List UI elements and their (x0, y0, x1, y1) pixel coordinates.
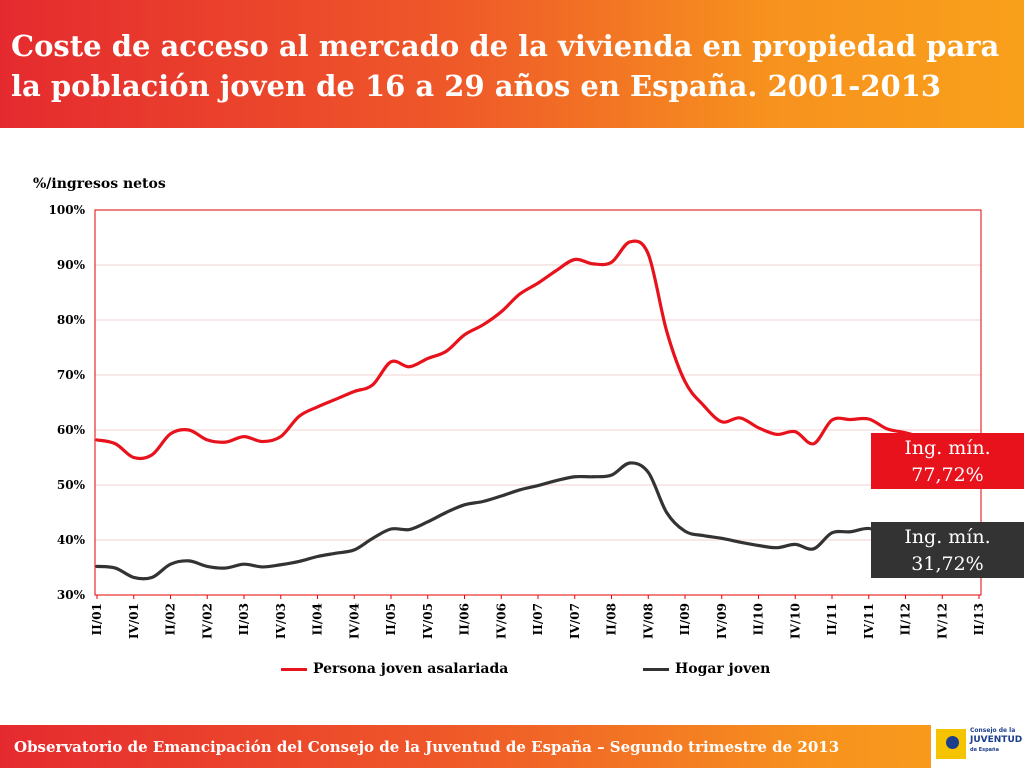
y-tick-labels: 30% 40% 50% 60% 70% 80% 90% 100% (49, 203, 86, 602)
line-chart: 30%40%50%60%70%80%90%100% II/01 IV/01 II/0… (49, 203, 986, 639)
series-line-persona-joven (95, 239, 981, 461)
x-tick-label: II/03 (237, 603, 251, 635)
x-tick-label: II/01 (90, 603, 104, 635)
footer-bar: Observatorio de Emancipación del Consejo… (0, 725, 1024, 768)
logo-line1: Consejo de la (970, 727, 1016, 734)
x-tick-label: II/13 (972, 603, 986, 635)
x-tick-label: II/12 (899, 603, 913, 635)
x-tick-label: IV/04 (347, 603, 361, 639)
x-tick-label: IV/11 (862, 603, 876, 639)
x-tick-label: IV/03 (274, 603, 288, 639)
x-tick-label: IV/01 (127, 603, 141, 639)
plot-area-border (94, 209, 982, 596)
series-lines (95, 239, 981, 581)
x-tick-label: II/10 (752, 603, 766, 635)
callout-persona-line2: 77,72% (911, 464, 984, 486)
y-tick-label: 60% (57, 423, 86, 437)
page-title: Coste de acceso al mercado de la viviend… (11, 29, 1000, 103)
gridlines (95, 264, 981, 541)
callout-persona-line1: Ing. mín. (904, 437, 991, 459)
logo-mark-icon (936, 729, 966, 759)
header-banner: Coste de acceso al mercado de la viviend… (0, 0, 1024, 128)
logo-line2: JUVENTUD (970, 735, 1023, 745)
footer-text: Observatorio de Emancipación del Consejo… (14, 738, 840, 756)
y-tick-label: 40% (57, 533, 86, 547)
x-tick-label: IV/02 (200, 603, 214, 639)
y-tick-label: 80% (57, 313, 86, 327)
y-tick-label: 50% (57, 478, 86, 492)
x-tick-label: II/11 (825, 603, 839, 635)
x-tick-label: II/07 (531, 603, 545, 635)
x-tick-label: II/04 (311, 603, 325, 635)
legend-label-persona: Persona joven asalariada (313, 661, 509, 677)
legend-swatch-persona (281, 667, 307, 671)
cje-logo: Consejo de la JUVENTUD de España (931, 723, 1024, 768)
x-tick-label: IV/12 (935, 603, 949, 639)
x-tick-labels: II/01 IV/01 II/02 IV/02 II/03 IV/03 II/04 IV/04… (90, 595, 986, 639)
legend-swatch-hogar (643, 667, 669, 671)
x-tick-label: IV/06 (494, 603, 508, 639)
x-tick-label: II/09 (678, 603, 692, 635)
x-tick-label: IV/07 (568, 603, 582, 639)
legend-item-hogar: Hogar joven (643, 661, 770, 677)
callout-hogar-line2: 31,72% (911, 553, 984, 575)
logo-line3: de España (970, 747, 999, 753)
x-tick-label: IV/10 (788, 603, 802, 639)
series-line-hogar-joven (95, 461, 981, 581)
callout-hogar-line1: Ing. mín. (904, 526, 991, 548)
x-tick-label: IV/05 (421, 603, 435, 639)
legend-item-persona: Persona joven asalariada (281, 661, 508, 677)
legend-label-hogar: Hogar joven (675, 661, 771, 677)
x-tick-label: IV/08 (641, 603, 655, 639)
x-tick-label: II/02 (164, 603, 178, 635)
y-axis-label: %/ingresos netos (33, 176, 166, 192)
x-tick-label: II/05 (384, 603, 398, 635)
y-tick-label: 100% (49, 203, 86, 217)
x-tick-label: II/08 (605, 603, 619, 635)
x-tick-label: IV/09 (715, 603, 729, 639)
callout-hogar-min-income: Ing. mín. 31,72% (871, 522, 1024, 578)
y-tick-label: 90% (57, 258, 86, 272)
y-tick-label: 70% (57, 368, 86, 382)
x-tick-label: II/06 (458, 603, 472, 635)
y-tick-label: 30% (57, 588, 86, 602)
callout-persona-min-income: Ing. mín. 77,72% (871, 433, 1024, 489)
